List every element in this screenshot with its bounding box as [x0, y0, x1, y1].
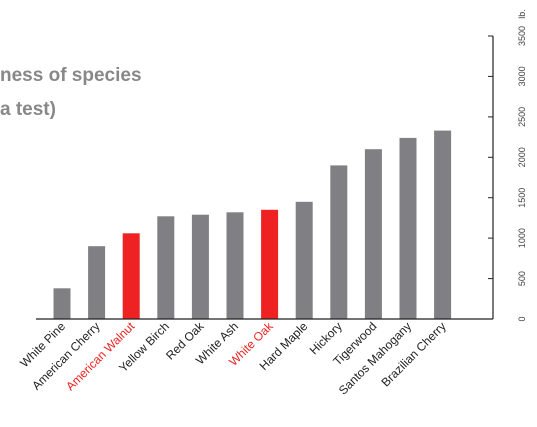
y-tick-label-2000: 2000	[517, 147, 527, 167]
bar-white-oak	[261, 209, 279, 319]
title-line-1: ness of species	[0, 65, 142, 86]
y-tick-label-3000: 3000	[517, 66, 527, 86]
bar-white-ash	[226, 212, 244, 319]
bar-hard-maple	[295, 201, 313, 319]
bar-yellow-birch	[157, 216, 175, 319]
bar-red-oak	[191, 214, 209, 319]
y-tick-label-2500: 2500	[517, 107, 527, 127]
title-line-2: a test)	[0, 99, 56, 120]
y-tick-label-3500: 3500	[517, 26, 527, 46]
bar-white-pine	[53, 288, 71, 319]
y-axis-ticks: 0 500 1000 1500 2000 2500 3000 3500	[488, 26, 527, 322]
chart-title: ness of species a test)	[0, 65, 142, 120]
y-tick-label-1500: 1500	[517, 188, 527, 208]
bar-tigerwood	[364, 149, 382, 319]
y-tick-label-1000: 1000	[517, 228, 527, 248]
bar-hickory	[330, 165, 348, 319]
x-label-brazilian-cherry: Brazilian Cherry	[378, 319, 448, 389]
bar-santos-mahogany	[399, 137, 417, 319]
bar-american-cherry	[88, 246, 106, 319]
bar-brazilian-cherry	[434, 130, 452, 319]
y-tick-label-500: 500	[517, 271, 527, 286]
y-axis-unit: lb.	[517, 9, 527, 19]
bars-group	[53, 130, 452, 319]
y-tick-label-0: 0	[517, 316, 527, 321]
bar-american-walnut	[122, 233, 140, 319]
